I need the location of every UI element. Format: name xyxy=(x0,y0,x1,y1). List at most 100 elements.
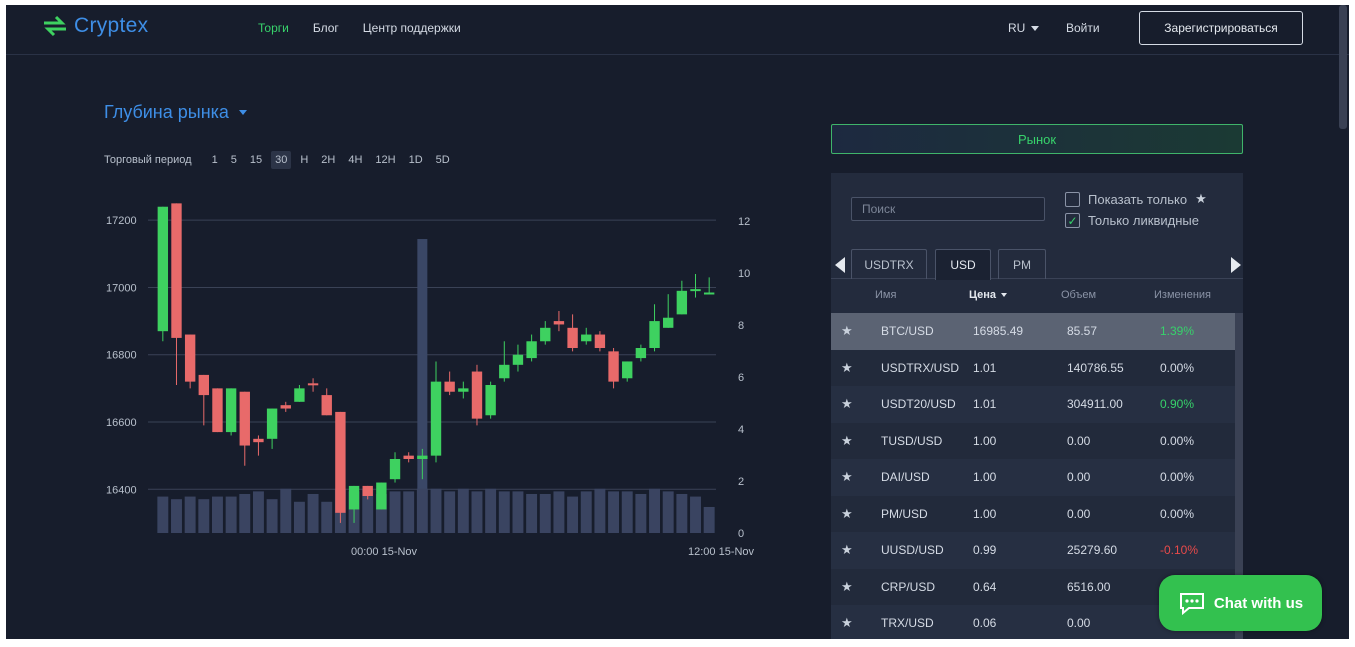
pair-change: 0.90% xyxy=(1160,397,1195,412)
volume-bar xyxy=(498,491,510,533)
candle-body xyxy=(280,405,291,409)
table-row[interactable]: ★ DAI/USD 1.00 0.00 0.00% xyxy=(831,459,1235,496)
star-icon[interactable]: ★ xyxy=(841,542,853,558)
candle-body xyxy=(335,411,346,513)
volume-bar xyxy=(485,488,497,533)
pair-name: PM/USD xyxy=(881,506,928,521)
language-selector[interactable]: RU xyxy=(1008,21,1040,35)
market-depth-dropdown[interactable]: Глубина рынка xyxy=(104,102,247,123)
tab-pm[interactable]: PM xyxy=(998,249,1046,279)
star-icon[interactable]: ★ xyxy=(841,323,853,339)
period-4h[interactable]: 4H xyxy=(348,154,363,166)
star-icon[interactable]: ★ xyxy=(841,359,853,375)
tab-usd[interactable]: USD xyxy=(935,249,991,280)
sort-down-icon xyxy=(1001,293,1008,297)
period-2h[interactable]: 2H xyxy=(321,154,336,166)
pair-change: 0.00% xyxy=(1160,470,1195,485)
star-icon[interactable]: ★ xyxy=(841,578,853,594)
pair-price: 1.01 xyxy=(973,397,997,412)
volume-bar xyxy=(690,496,701,533)
star-icon[interactable]: ★ xyxy=(841,505,853,521)
market-button[interactable]: Рынок xyxy=(831,124,1243,154)
liquid-only-checkbox[interactable]: ✓ Только ликвидные xyxy=(1065,213,1199,228)
pair-price: 0.99 xyxy=(973,543,997,558)
star-icon[interactable]: ★ xyxy=(841,615,853,631)
nav-support[interactable]: Центр поддержки xyxy=(362,21,461,35)
candle-body xyxy=(567,327,578,348)
column-price-label: Цена xyxy=(969,289,997,301)
pair-change: -0.10% xyxy=(1160,543,1199,558)
candle-body xyxy=(553,321,565,325)
star-icon[interactable]: ★ xyxy=(841,432,853,448)
pair-volume: 85.57 xyxy=(1067,324,1098,339)
table-row[interactable]: ★ BTC/USD 16985.49 85.57 1.39% xyxy=(831,313,1235,350)
candle-body xyxy=(499,364,510,379)
period-h[interactable]: H xyxy=(300,154,309,166)
pair-price: 16985.49 xyxy=(973,324,1024,339)
candle-body xyxy=(540,327,551,342)
column-price[interactable]: Цена xyxy=(969,289,1008,301)
register-button[interactable]: Зарегистрироваться xyxy=(1139,11,1303,45)
volume-bar xyxy=(184,496,196,533)
column-name[interactable]: Имя xyxy=(875,289,897,301)
pair-volume: 0.00 xyxy=(1067,433,1091,448)
volume-bar xyxy=(321,501,333,533)
arrow-right-icon[interactable] xyxy=(1231,257,1241,273)
nav-blog[interactable]: Блог xyxy=(312,21,339,35)
volume-bar xyxy=(212,496,223,533)
y2-tick-label: 6 xyxy=(738,372,744,384)
y-tick-label: 16600 xyxy=(106,417,137,429)
period-5[interactable]: 5 xyxy=(230,154,237,166)
checkbox-empty[interactable] xyxy=(1065,191,1080,207)
x-tick-label: 00:00 15-Nov xyxy=(351,546,418,558)
volume-bar xyxy=(280,488,292,533)
liquid-only-label: Только ликвидные xyxy=(1088,213,1199,228)
period-5d[interactable]: 5D xyxy=(435,154,450,166)
pair-name: USDT20/USD xyxy=(881,397,956,412)
x-tick-label: 12:00 15-Nov xyxy=(688,546,755,558)
volume-bar xyxy=(252,491,264,533)
chat-button[interactable]: Chat with us xyxy=(1159,575,1322,631)
chevron-down-icon xyxy=(238,110,247,115)
candle-body xyxy=(444,381,455,392)
table-row[interactable]: ★ PM/USD 1.00 0.00 0.00% xyxy=(831,495,1235,532)
nav-trading[interactable]: Торги xyxy=(258,21,289,35)
candle-body xyxy=(512,354,524,365)
column-change[interactable]: Изменения xyxy=(1154,289,1211,301)
login-link[interactable]: Войти xyxy=(1066,21,1100,35)
tab-usdtrx[interactable]: USDTRX xyxy=(851,249,927,279)
table-scrollbar[interactable] xyxy=(1235,313,1243,639)
volume-bar xyxy=(225,496,237,533)
table-row[interactable]: ★ USDTRX/USD 1.01 140786.55 0.00% xyxy=(831,349,1235,386)
pair-change: 0.00% xyxy=(1160,506,1195,521)
candle-body xyxy=(608,351,619,382)
period-30[interactable]: 30 xyxy=(271,151,292,169)
logo[interactable]: Cryptex xyxy=(42,14,148,38)
candlestick-chart[interactable]: 17200 17000 16800 16600 16400 12 10 8 6 4 2 0 00:00 … xyxy=(96,195,756,565)
period-15[interactable]: 15 xyxy=(249,154,263,166)
page-scrollbar[interactable] xyxy=(1339,5,1347,129)
candle-body xyxy=(703,292,715,295)
arrow-left-icon[interactable] xyxy=(835,257,845,273)
pair-name: TRX/USD xyxy=(881,616,934,631)
table-row[interactable]: ★ TUSD/USD 1.00 0.00 0.00% xyxy=(831,422,1235,459)
period-1d[interactable]: 1D xyxy=(408,154,423,166)
star-icon[interactable]: ★ xyxy=(841,469,853,485)
search-input[interactable] xyxy=(851,197,1045,221)
star-icon[interactable]: ★ xyxy=(841,396,853,412)
chevron-down-icon xyxy=(1031,25,1040,31)
volume-bar xyxy=(171,499,182,533)
column-volume[interactable]: Объем xyxy=(1061,289,1097,301)
period-1[interactable]: 1 xyxy=(211,154,218,166)
volume-bar xyxy=(389,491,401,533)
volume-bar xyxy=(676,493,688,533)
candle-body xyxy=(294,388,305,402)
checkmark-icon[interactable]: ✓ xyxy=(1065,213,1080,228)
pair-volume: 0.00 xyxy=(1067,616,1091,631)
show-favorites-checkbox[interactable]: Показать только ★ xyxy=(1065,191,1207,207)
chat-label: Chat with us xyxy=(1213,594,1304,612)
language-label: RU xyxy=(1008,21,1026,35)
table-row[interactable]: ★ UUSD/USD 0.99 25279.60 -0.10% xyxy=(831,532,1235,569)
period-12h[interactable]: 12H xyxy=(375,154,396,166)
table-row[interactable]: ★ USDT20/USD 1.01 304911.00 0.90% xyxy=(831,386,1235,423)
